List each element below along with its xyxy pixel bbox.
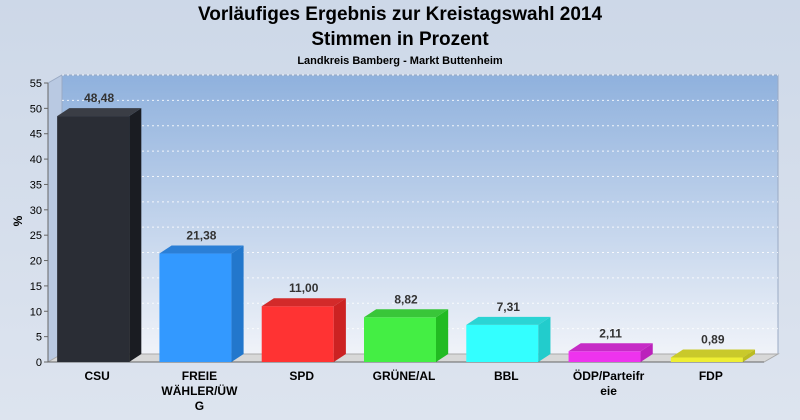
data-label: 21,38	[186, 229, 216, 243]
data-label: 0,89	[701, 332, 725, 346]
y-axis-label: %	[11, 215, 25, 226]
bar	[261, 298, 346, 362]
chart-subtitle: Landkreis Bamberg - Markt Buttenheim	[297, 55, 503, 67]
y-tick-label: 0	[36, 357, 42, 369]
bar-front	[261, 306, 334, 362]
bar	[364, 309, 449, 362]
y-tick-label: 15	[30, 281, 42, 293]
data-label: 2,11	[599, 326, 622, 340]
bar	[57, 108, 142, 362]
bar-top	[57, 108, 142, 117]
bars	[57, 108, 756, 362]
y-tick-label: 35	[30, 179, 42, 191]
bar-front	[670, 357, 743, 362]
bar-front	[466, 324, 539, 362]
data-label: 8,82	[394, 292, 418, 306]
category-label: FREIE WÄHLER/ÜW G	[161, 369, 238, 413]
data-labels: 48,48 21,38 11,00 8,82 7,31 2,11 0,89	[84, 91, 725, 346]
y-tick-label: 30	[30, 205, 42, 217]
category-labels: CSU FREIE WÄHLER/ÜW G SPD GRÜNE/AL BBL ÖDP/Part…	[84, 368, 722, 413]
bar-top	[364, 309, 449, 318]
bar	[466, 316, 551, 362]
bar-top	[568, 343, 653, 352]
category-label: BBL	[494, 369, 519, 383]
bar-side	[538, 316, 551, 362]
y-tick-label: 50	[30, 103, 42, 115]
data-label: 7,31	[497, 300, 521, 314]
bar-top	[159, 245, 244, 254]
bar-front	[568, 351, 641, 362]
category-label: SPD	[289, 369, 314, 383]
bar-side	[640, 343, 653, 362]
bar-side	[129, 108, 142, 362]
y-tick-label: 25	[30, 230, 42, 242]
category-label: CSU	[84, 369, 109, 383]
y-tick-label: 40	[30, 154, 42, 166]
bar	[159, 245, 244, 362]
chart-title-line2: Stimmen in Prozent	[311, 29, 489, 50]
data-label: 48,48	[84, 91, 114, 105]
bar-top	[261, 298, 346, 307]
y-tick-label: 55	[30, 78, 42, 90]
grid-lines	[62, 74, 778, 330]
bar-front	[57, 116, 130, 362]
y-tick-label: 10	[30, 306, 42, 318]
category-label: GRÜNE/AL	[373, 368, 436, 383]
y-tick-label: 45	[30, 129, 42, 141]
bar	[670, 349, 756, 362]
category-label: ÖDP/Parteifr eie	[573, 368, 645, 398]
bar-front	[364, 317, 436, 362]
y-tick-label: 20	[30, 256, 42, 268]
bar	[568, 343, 653, 362]
bar-top	[466, 316, 551, 325]
bar-front	[159, 253, 232, 362]
bar-side	[333, 298, 346, 362]
chart-title-line1: Vorläufiges Ergebnis zur Kreistagswahl 2…	[197, 4, 603, 25]
bar-side	[231, 245, 244, 362]
y-axis: 0 5 10 15 20 25 30 35 40 45 50 55	[30, 78, 48, 369]
data-label: 11,00	[289, 281, 319, 295]
bar-side	[742, 349, 756, 362]
bar-top	[670, 349, 756, 358]
bar-side	[436, 309, 449, 362]
y-tick-label: 5	[36, 332, 42, 344]
category-label: FDP	[699, 369, 723, 383]
